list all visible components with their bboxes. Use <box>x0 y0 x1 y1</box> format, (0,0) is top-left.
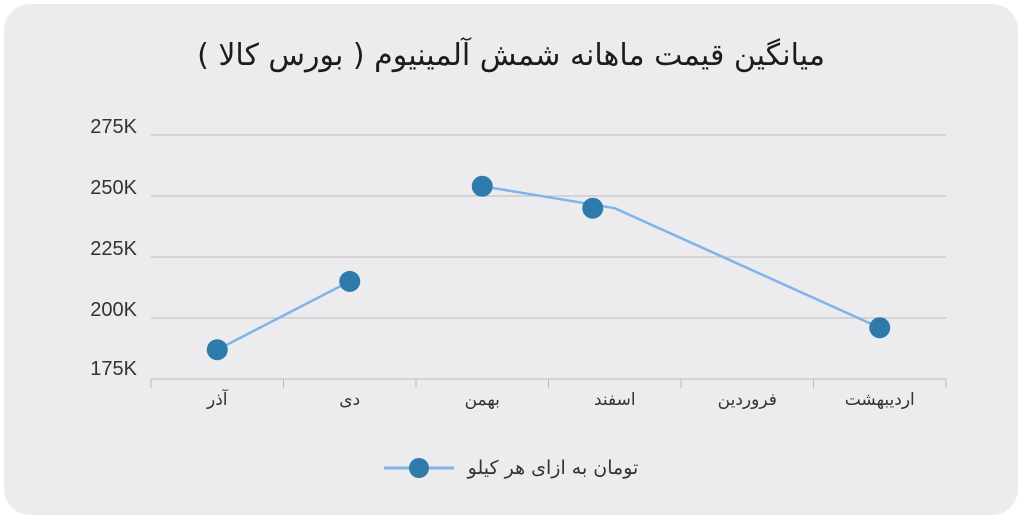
x-category-label: فروردین <box>718 390 777 410</box>
x-category-label: اسفند <box>594 390 636 410</box>
data-point <box>869 317 891 339</box>
series-line <box>482 185 881 329</box>
x-category-label: آذر <box>206 388 229 410</box>
series-line <box>216 280 351 351</box>
chart-title: میانگین قیمت ماهانه شمش آلمینیوم ( بورس … <box>197 38 825 73</box>
x-category-label: دی <box>339 390 360 410</box>
y-tick-label: 175K <box>90 358 137 380</box>
legend-marker-icon <box>383 458 454 478</box>
x-category-label: بهمن <box>465 390 500 410</box>
data-point <box>471 175 493 197</box>
legend-dot <box>408 458 429 478</box>
x-category-label: اردیبهشت <box>845 390 915 410</box>
y-tick-label: 225K <box>90 238 137 260</box>
y-tick-label: 275K <box>90 116 137 138</box>
chart-card: میانگین قیمت ماهانه شمش آلمینیوم ( بورس … <box>4 4 1018 515</box>
data-point <box>339 270 361 292</box>
chart-legend: تومان به ازای هر کیلو <box>4 450 1018 486</box>
data-point <box>582 197 604 219</box>
y-tick-label: 250K <box>90 177 137 199</box>
y-tick-label: 200K <box>90 299 137 321</box>
legend-series-label: تومان به ازای هر کیلو <box>467 457 639 479</box>
chart-plot-area: 175K 200K 225K 250K 275K آذر دی بهمن اسفند فروردی… <box>90 116 947 410</box>
data-point <box>206 339 228 361</box>
